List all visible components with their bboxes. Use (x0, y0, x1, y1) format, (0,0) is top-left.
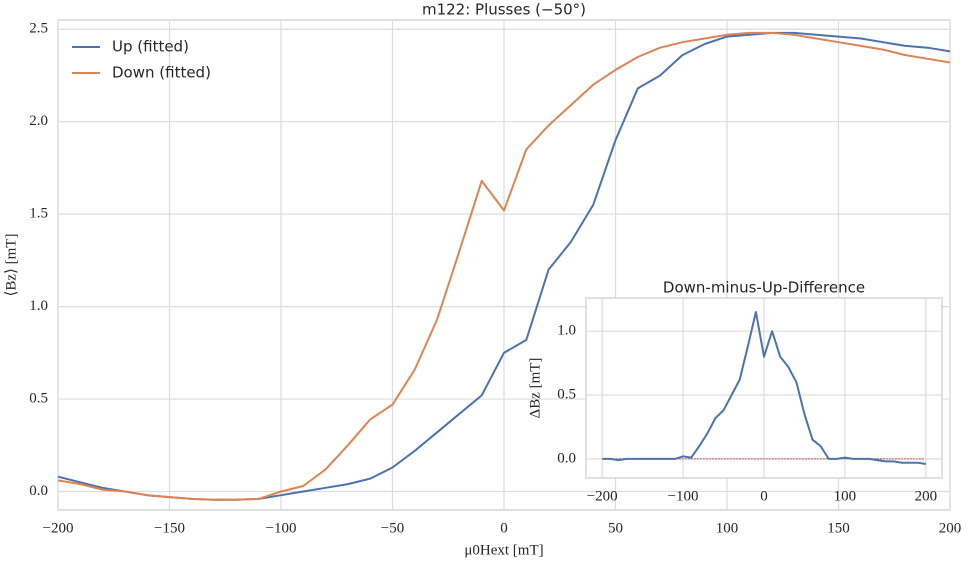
y-tick-label: 0.5 (29, 390, 48, 406)
y-axis-label: ⟨Bz⟩ [mT] (3, 234, 19, 297)
x-tick-label: −100 (668, 488, 699, 504)
x-tick-label: 150 (827, 520, 850, 536)
y-tick-label: 0.0 (29, 483, 48, 499)
y-tick-label: 1.0 (557, 323, 576, 339)
y-tick-label: 1.5 (29, 206, 48, 222)
x-tick-label: −200 (43, 520, 74, 536)
y-tick-label: 1.0 (29, 298, 48, 314)
y-tick-label: 2.0 (29, 113, 48, 129)
x-tick-label: −150 (154, 520, 185, 536)
x-axis-label: μ0Hext [mT] (464, 542, 543, 558)
x-tick-label: 200 (939, 520, 962, 536)
chart-title: m122: Plusses (−50°) (422, 1, 586, 19)
legend-label: Up (fitted) (112, 38, 189, 56)
data-line (57, 31, 951, 501)
y-tick-label: 2.5 (29, 21, 48, 37)
chart-title: Down-minus-Up-Difference (663, 279, 865, 297)
data-line (602, 311, 926, 465)
x-tick-label: 100 (716, 520, 739, 536)
y-axis-label: ΔBz [mT] (527, 358, 543, 419)
x-tick-label: 100 (834, 488, 857, 504)
x-tick-label: 0 (760, 488, 768, 504)
y-tick-label: 0.5 (557, 386, 576, 402)
x-tick-label: 200 (915, 488, 938, 504)
x-tick-label: 50 (608, 520, 623, 536)
x-tick-label: −200 (587, 488, 618, 504)
x-tick-label: 0 (500, 520, 508, 536)
legend-label: Down (fitted) (112, 64, 211, 82)
x-tick-label: −50 (381, 520, 404, 536)
x-tick-label: −100 (266, 520, 297, 536)
y-tick-label: 0.0 (557, 450, 576, 466)
